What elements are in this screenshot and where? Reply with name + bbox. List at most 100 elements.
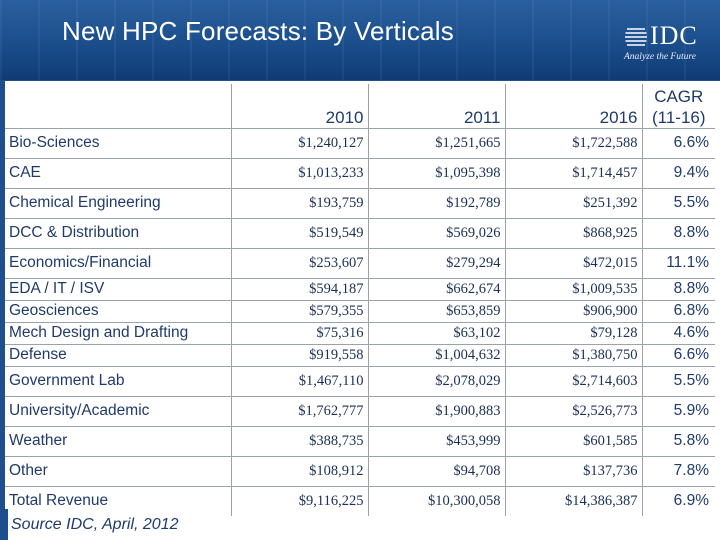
- value-2010: $9,116,225: [230, 485, 368, 516]
- value-2011: $453,999: [367, 425, 505, 456]
- row-name: University/Academic: [5, 395, 231, 426]
- value-2010: $108,912: [230, 455, 368, 486]
- table-row: DCC & Distribution $519,549 $569,026 $868,9…: [5, 217, 715, 248]
- value-2010: $1,762,777: [230, 395, 368, 426]
- value-cagr: 8.8%: [641, 277, 715, 300]
- table-row: Economics/Financial $253,607 $279,294 $472,…: [5, 247, 715, 278]
- row-name: CAE: [5, 157, 231, 188]
- value-2011: $10,300,058: [367, 485, 505, 516]
- value-2016: $906,900: [504, 299, 642, 322]
- value-cagr: 8.8%: [641, 217, 715, 248]
- value-2010: $519,549: [230, 217, 368, 248]
- value-cagr: 9.4%: [641, 157, 715, 188]
- value-2011: $653,859: [367, 299, 505, 322]
- table-row: Geosciences $579,355 $653,859 $906,900 6.8%: [5, 299, 715, 322]
- value-2016: $2,526,773: [504, 395, 642, 426]
- slide-title: New HPC Forecasts: By Verticals: [62, 16, 454, 46]
- idc-logo: IDC Analyze the Future: [622, 22, 712, 68]
- table-row: Mech Design and Drafting $75,316 $63,102 $7…: [5, 321, 715, 344]
- value-cagr: 6.6%: [641, 343, 715, 366]
- value-2011: $94,708: [367, 455, 505, 486]
- value-2016: $1,722,588: [504, 127, 642, 158]
- value-2010: $1,467,110: [230, 365, 368, 396]
- value-cagr: 5.5%: [641, 365, 715, 396]
- slide-header: New HPC Forecasts: By Verticals IDC Anal…: [0, 0, 720, 80]
- value-2016: $1,380,750: [504, 343, 642, 366]
- value-2010: $1,240,127: [230, 127, 368, 158]
- header-cagr-line2: (11-16): [651, 107, 706, 127]
- header-2011: 2011: [367, 84, 505, 128]
- row-name: Geosciences: [5, 299, 231, 322]
- value-2011: $1,004,632: [367, 343, 505, 366]
- value-2016: $1,009,535: [504, 277, 642, 300]
- table-header-row: 2010 2011 2016 CAGR (11-16): [5, 84, 715, 128]
- value-cagr: 5.8%: [641, 425, 715, 456]
- logo-wordmark: IDC: [650, 21, 698, 50]
- value-cagr: 4.6%: [641, 321, 715, 344]
- table-row: Other $108,912 $94,708 $137,736 7.8%: [5, 455, 715, 486]
- value-2016: $472,015: [504, 247, 642, 278]
- table-row: Total Revenue $9,116,225 $10,300,058 $14,38…: [5, 485, 715, 516]
- value-2016: $601,585: [504, 425, 642, 456]
- value-2016: $79,128: [504, 321, 642, 344]
- value-2011: $192,789: [367, 187, 505, 218]
- value-cagr: 7.8%: [641, 455, 715, 486]
- value-cagr: 11.1%: [641, 247, 715, 278]
- value-2011: $63,102: [367, 321, 505, 344]
- value-2010: $1,013,233: [230, 157, 368, 188]
- value-2011: $279,294: [367, 247, 505, 278]
- table-row: EDA / IT / ISV $594,187 $662,674 $1,009,535…: [5, 277, 715, 300]
- value-2010: $919,558: [230, 343, 368, 366]
- row-name: Other: [5, 455, 231, 486]
- value-cagr: 5.9%: [641, 395, 715, 426]
- row-name: Defense: [5, 343, 231, 366]
- table-row: Defense $919,558 $1,004,632 $1,380,750 6.6%: [5, 343, 715, 366]
- value-2011: $1,095,398: [367, 157, 505, 188]
- value-2016: $1,714,457: [504, 157, 642, 188]
- row-name: Government Lab: [5, 365, 231, 396]
- source-note: Source IDC, April, 2012: [11, 516, 179, 533]
- value-2016: $251,392: [504, 187, 642, 218]
- idc-globe-icon: [625, 28, 647, 46]
- header-cagr-line1: CAGR: [654, 86, 704, 106]
- value-2011: $1,900,883: [367, 395, 505, 426]
- value-2010: $579,355: [230, 299, 368, 322]
- row-name: Economics/Financial: [5, 247, 231, 278]
- header-vertical: [5, 84, 231, 128]
- table-row: Bio-Sciences $1,240,127 $1,251,665 $1,722,5…: [5, 127, 715, 158]
- table-row: Weather $388,735 $453,999 $601,585 5.8%: [5, 425, 715, 456]
- logo-tagline: Analyze the Future: [624, 52, 696, 62]
- value-2016: $868,925: [504, 217, 642, 248]
- row-name: Chemical Engineering: [5, 187, 231, 218]
- row-name: Bio-Sciences: [5, 127, 231, 158]
- value-2011: $569,026: [367, 217, 505, 248]
- row-name: Mech Design and Drafting: [5, 321, 231, 344]
- value-cagr: 5.5%: [641, 187, 715, 218]
- header-cagr: CAGR (11-16): [641, 84, 715, 128]
- value-2010: $75,316: [230, 321, 368, 344]
- value-2010: $594,187: [230, 277, 368, 300]
- value-2016: $2,714,603: [504, 365, 642, 396]
- forecast-table: 2010 2011 2016 CAGR (11-16) Bio-Sciences…: [5, 84, 715, 516]
- value-2011: $662,674: [367, 277, 505, 300]
- value-2011: $1,251,665: [367, 127, 505, 158]
- value-cagr: 6.6%: [641, 127, 715, 158]
- value-2010: $388,735: [230, 425, 368, 456]
- row-name: Total Revenue: [5, 485, 231, 516]
- value-cagr: 6.9%: [641, 485, 715, 516]
- value-2016: $137,736: [504, 455, 642, 486]
- table-row: CAE $1,013,233 $1,095,398 $1,714,457 9.4%: [5, 157, 715, 188]
- value-2016: $14,386,387: [504, 485, 642, 516]
- table-row: Chemical Engineering $193,759 $192,789 $251…: [5, 187, 715, 218]
- table-row: University/Academic $1,762,777 $1,900,883 $…: [5, 395, 715, 426]
- value-2010: $253,607: [230, 247, 368, 278]
- row-name: DCC & Distribution: [5, 217, 231, 248]
- value-2010: $193,759: [230, 187, 368, 218]
- header-2016: 2016: [504, 84, 642, 128]
- header-2010: 2010: [230, 84, 368, 128]
- value-cagr: 6.8%: [641, 299, 715, 322]
- row-name: Weather: [5, 425, 231, 456]
- row-name: EDA / IT / ISV: [5, 277, 231, 300]
- value-2011: $2,078,029: [367, 365, 505, 396]
- table-body: Bio-Sciences $1,240,127 $1,251,665 $1,722,5…: [5, 127, 715, 516]
